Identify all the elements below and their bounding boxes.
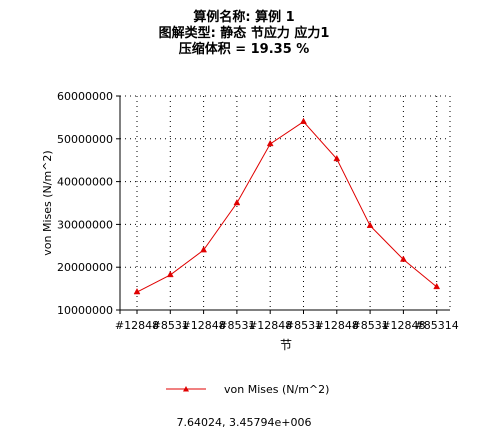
y-tick-label: 60000000 <box>57 90 113 103</box>
tick-labels: 10000000 20000000 30000000 40000000 50000000… <box>57 90 459 332</box>
grid-lines <box>120 95 451 310</box>
data-point-marker <box>233 198 241 206</box>
study-name-title: 算例名称: 算例 1 <box>193 10 295 25</box>
line-chart: 10000000 20000000 30000000 40000000 50000000… <box>41 90 459 352</box>
plot-type-title: 图解类型: 静态 节应力 应力1 <box>158 26 330 41</box>
axes <box>116 95 450 314</box>
y-tick-label: 50000000 <box>57 133 113 146</box>
x-tick-label: #8531 <box>351 319 388 332</box>
x-tick-label: #8531 <box>152 319 189 332</box>
x-tick-label: #12848 <box>315 319 359 332</box>
legend-marker-icon <box>166 386 206 392</box>
x-tick-label: #85314 <box>415 319 459 332</box>
data-point-marker <box>300 117 307 124</box>
x-tick-label: #8531 <box>285 319 322 332</box>
legend: von Mises (N/m^2) <box>166 381 329 397</box>
series-layer <box>133 117 441 295</box>
x-tick-label: #8531 <box>218 319 255 332</box>
y-tick-label: 20000000 <box>57 261 113 274</box>
data-point-marker <box>166 270 174 278</box>
data-point-marker <box>366 221 374 228</box>
chart-title-block: 算例名称: 算例 1 图解类型: 静态 节应力 应力1 压缩体积 = 19.35… <box>0 10 488 58</box>
data-point-marker <box>433 282 441 290</box>
y-axis-label: von Mises (N/m^2) <box>41 150 54 255</box>
x-axis-label: 节 <box>280 338 292 352</box>
y-tick-label: 30000000 <box>57 218 113 231</box>
data-point-marker <box>266 139 274 147</box>
y-tick-label: 40000000 <box>57 176 113 189</box>
data-point-marker <box>200 246 208 253</box>
legend-label: von Mises (N/m^2) <box>224 382 330 396</box>
data-point-marker <box>399 255 407 262</box>
y-tick-label: 10000000 <box>57 304 113 317</box>
data-point-marker <box>133 288 141 295</box>
x-tick-label: #12848 <box>248 319 292 332</box>
x-tick-label: #12848 <box>115 319 159 332</box>
x-tick-label: #12848 <box>381 319 425 332</box>
data-point-marker <box>333 154 341 162</box>
cursor-coordinates: 7.64024, 3.45794e+006 <box>176 416 312 429</box>
series-line <box>136 121 438 293</box>
compression-title: 压缩体积 = 19.35 % <box>178 42 310 57</box>
x-tick-label: #12848 <box>181 319 225 332</box>
